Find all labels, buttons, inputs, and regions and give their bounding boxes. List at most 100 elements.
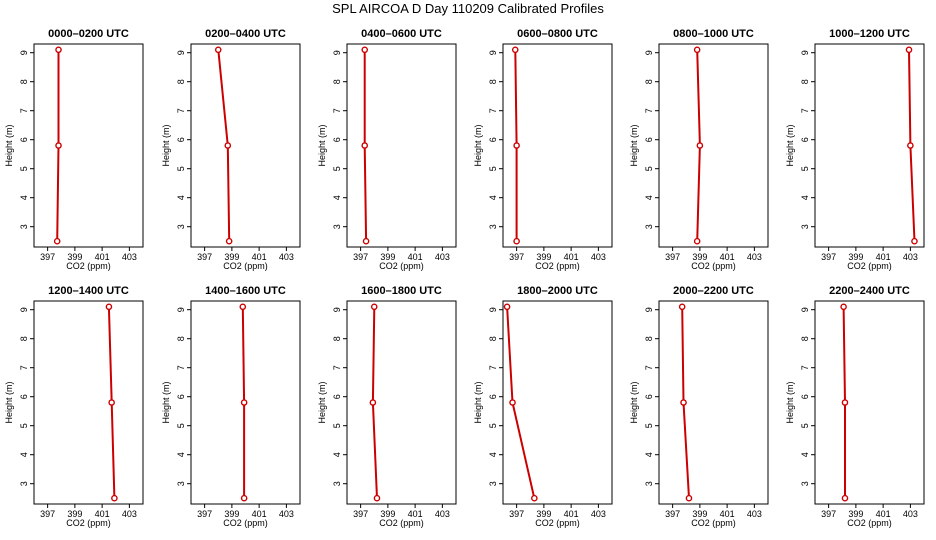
y-tick-label: 3	[332, 481, 342, 486]
y-tick-label: 3	[644, 224, 654, 229]
x-tick-label: 397	[353, 509, 368, 519]
y-tick-label: 6	[19, 394, 29, 399]
x-tick-label: 397	[821, 252, 836, 262]
y-tick-label: 6	[644, 394, 654, 399]
profile-point	[105, 303, 113, 311]
profile-panel: 2000–2200 UTC 397 399 401 403 CO2 (ppm) 3 4 5 6 7 8…	[629, 285, 769, 528]
x-tick-label: 403	[903, 509, 918, 519]
profile-point	[362, 237, 370, 245]
x-tick-label: 399	[224, 509, 239, 519]
profile-point	[111, 494, 118, 502]
profile-point	[55, 142, 62, 149]
y-tick-label: 4	[488, 452, 498, 457]
x-tick-label: 397	[40, 252, 55, 262]
profile-panel: 1200–1400 UTC 397 399 401 403 CO2 (ppm) 3 4 5 6 7 8…	[4, 285, 144, 528]
x-axis-label: CO2 (ppm)	[379, 261, 424, 271]
x-tick-label: 403	[122, 252, 137, 262]
y-axis-label: Height (m)	[629, 381, 639, 423]
y-tick-label: 3	[800, 224, 810, 229]
y-tick-label: 9	[332, 307, 342, 312]
profile-point	[509, 399, 516, 406]
y-tick-label: 8	[332, 79, 342, 84]
profile-panel: 0400–0600 UTC 397 399 401 403 CO2 (ppm) 3 4 5 6 7 8…	[317, 28, 457, 271]
y-tick-label: 9	[488, 307, 498, 312]
y-tick-label: 5	[644, 166, 654, 171]
y-tick-label: 8	[332, 336, 342, 341]
y-tick-label: 9	[644, 50, 654, 55]
y-tick-label: 7	[644, 365, 654, 370]
x-tick-label: 397	[665, 252, 680, 262]
y-tick-label: 5	[176, 423, 186, 428]
panel-title: 2200–2400 UTC	[829, 285, 910, 297]
y-tick-label: 4	[176, 195, 186, 200]
plot-frame	[658, 300, 769, 505]
y-tick-label: 9	[332, 50, 342, 55]
x-tick-label: 397	[197, 509, 212, 519]
y-tick-label: 3	[176, 224, 186, 229]
profile-point	[224, 142, 232, 149]
y-tick-label: 9	[800, 50, 810, 55]
y-tick-label: 3	[644, 481, 654, 486]
y-axis-label: Height (m)	[161, 381, 171, 423]
y-axis-label: Height (m)	[317, 381, 327, 423]
x-tick-label: 399	[67, 509, 82, 519]
y-axis-label: Height (m)	[473, 124, 483, 166]
y-axis-label: Height (m)	[4, 124, 14, 166]
x-axis-label: CO2 (ppm)	[66, 261, 111, 271]
x-tick-label: 403	[903, 252, 918, 262]
profile-point	[240, 399, 248, 406]
y-tick-label: 6	[176, 394, 186, 399]
y-tick-label: 4	[19, 195, 29, 200]
x-tick-label: 399	[224, 252, 239, 262]
x-axis-label: CO2 (ppm)	[691, 518, 736, 528]
y-tick-label: 5	[332, 166, 342, 171]
x-tick-label: 401	[408, 509, 423, 519]
x-tick-label: 403	[279, 509, 294, 519]
y-tick-label: 3	[488, 224, 498, 229]
x-tick-label: 401	[95, 252, 110, 262]
y-tick-label: 6	[488, 137, 498, 142]
panel-title: 1200–1400 UTC	[48, 285, 129, 297]
plot-frame	[814, 43, 925, 248]
profile-point	[680, 399, 687, 406]
y-tick-label: 5	[19, 166, 29, 171]
y-tick-label: 9	[800, 307, 810, 312]
y-tick-label: 8	[19, 79, 29, 84]
x-axis-label: CO2 (ppm)	[66, 518, 111, 528]
x-axis-label: CO2 (ppm)	[535, 261, 580, 271]
x-tick-label: 403	[591, 509, 606, 519]
panel-title: 0000–0200 UTC	[48, 28, 129, 40]
profile-panel: 0200–0400 UTC 397 399 401 403 CO2 (ppm) 3 4 5 6 7 8…	[161, 28, 301, 271]
x-tick-label: 403	[122, 509, 137, 519]
y-tick-label: 7	[644, 108, 654, 113]
y-tick-label: 8	[176, 79, 186, 84]
y-axis-label: Height (m)	[4, 381, 14, 423]
plot-frame	[502, 43, 613, 248]
y-tick-label: 4	[800, 452, 810, 457]
y-tick-label: 6	[800, 394, 810, 399]
panel-title: 2000–2200 UTC	[673, 285, 754, 297]
y-axis-label: Height (m)	[785, 381, 795, 423]
y-axis-label: Height (m)	[785, 124, 795, 166]
panel-title: 1400–1600 UTC	[205, 285, 286, 297]
plot-frame	[346, 43, 457, 248]
y-tick-label: 6	[800, 137, 810, 142]
y-tick-label: 7	[332, 365, 342, 370]
x-tick-label: 401	[720, 252, 735, 262]
x-tick-label: 397	[509, 509, 524, 519]
x-tick-label: 401	[876, 252, 891, 262]
y-tick-label: 9	[19, 50, 29, 55]
x-tick-label: 401	[95, 509, 110, 519]
panel-title: 1800–2000 UTC	[517, 285, 598, 297]
y-axis-label: Height (m)	[317, 124, 327, 166]
x-tick-label: 401	[252, 252, 267, 262]
profile-point	[905, 46, 913, 54]
x-axis-label: CO2 (ppm)	[847, 261, 892, 271]
profile-point	[361, 46, 369, 54]
y-tick-label: 5	[488, 423, 498, 428]
y-tick-label: 8	[176, 336, 186, 341]
y-tick-label: 8	[488, 79, 498, 84]
profile-point	[369, 399, 377, 406]
profile-point	[678, 303, 686, 311]
